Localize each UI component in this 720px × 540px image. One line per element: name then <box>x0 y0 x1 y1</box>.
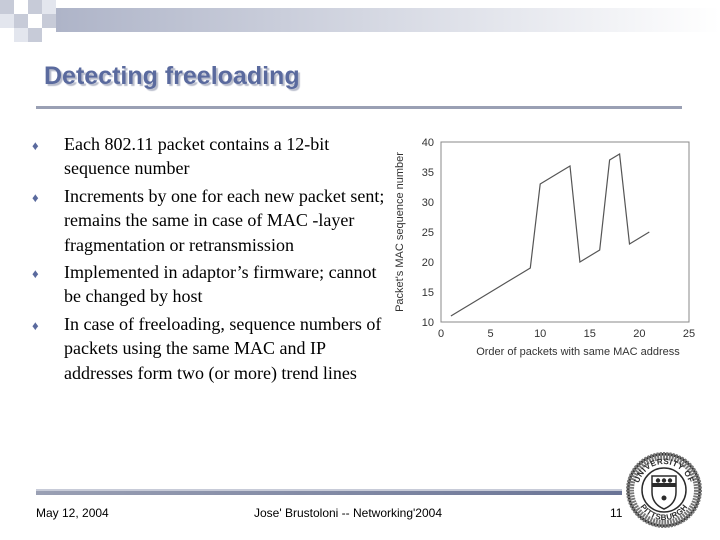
plot-frame <box>440 141 690 323</box>
bullet-text: Increments by one for each new packet se… <box>64 185 385 255</box>
x-tick-label: 15 <box>584 328 596 340</box>
diamond-icon: ♦ <box>32 266 39 282</box>
bullet-text: Implemented in adaptor’s firmware; canno… <box>64 262 377 307</box>
y-tick-label: 25 <box>422 227 434 239</box>
page-number: 11 <box>610 506 623 520</box>
university-seal-logo: UNIVERSITY OF PITTSBURGH <box>626 452 702 528</box>
x-tick-label: 25 <box>683 328 695 340</box>
x-axis-label: Order of packets with same MAC address <box>476 346 680 358</box>
title-divider <box>36 106 682 109</box>
bullet-item: ♦ In case of freeloading, sequence number… <box>32 312 392 385</box>
bullet-text: Each 802.11 packet contains a 12-bit seq… <box>64 134 330 179</box>
x-axis-ticks: 0 5 10 15 20 25 <box>438 328 695 340</box>
bullet-list: ♦ Each 802.11 packet contains a 12-bit se… <box>32 132 392 388</box>
bullet-item: ♦ Each 802.11 packet contains a 12-bit se… <box>32 132 392 181</box>
top-decoration-bar <box>0 0 720 42</box>
bullet-text: In case of freeloading, sequence numbers… <box>64 313 382 383</box>
x-tick-label: 5 <box>488 328 494 340</box>
footer-presenter: Jose' Brustoloni -- Networking'2004 <box>254 506 443 520</box>
y-axis-ticks: 10 15 20 25 30 35 40 <box>422 137 434 329</box>
bullet-item: ♦ Increments by one for each new packet s… <box>32 184 392 257</box>
slide-title: Detecting freeloading <box>44 62 300 90</box>
y-axis-label: Packet's MAC sequence number <box>394 152 406 312</box>
y-tick-label: 20 <box>422 257 434 269</box>
y-tick-label: 30 <box>422 197 434 209</box>
y-tick-label: 15 <box>422 287 434 299</box>
sequence-number-chart: 10 15 20 25 30 35 40 0 5 10 15 20 25 Packet's MAC s… <box>394 137 695 358</box>
x-tick-label: 0 <box>438 328 444 340</box>
series-line <box>450 153 650 317</box>
diamond-icon: ♦ <box>32 189 39 205</box>
footer-divider <box>36 489 622 495</box>
bullet-item: ♦ Implemented in adaptor’s firmware; cann… <box>32 260 392 309</box>
diamond-icon: ♦ <box>32 138 39 153</box>
x-tick-label: 20 <box>633 328 645 340</box>
diamond-icon: ♦ <box>32 317 39 333</box>
x-tick-label: 10 <box>534 328 546 340</box>
footer-date: May 12, 2004 <box>36 506 109 520</box>
y-tick-label: 10 <box>422 317 434 329</box>
y-tick-label: 40 <box>422 137 434 149</box>
y-tick-label: 35 <box>422 167 434 179</box>
